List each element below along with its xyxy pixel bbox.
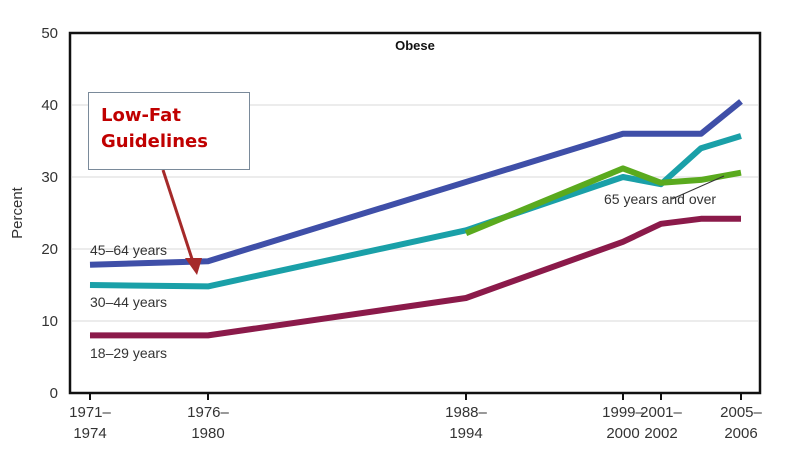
x-tick-label-line1: 1971– xyxy=(69,404,111,421)
series-label: 18–29 years xyxy=(90,345,167,361)
y-tick-label: 20 xyxy=(41,241,58,258)
series-labels: 45–64 years 30–44 years 18–29 years 65 year… xyxy=(90,175,725,361)
y-tick-label: 40 xyxy=(41,97,58,114)
label-leader-line xyxy=(671,175,725,200)
low-fat-guidelines-callout: Low-Fat Guidelines xyxy=(88,92,250,170)
arrow-shaft xyxy=(161,169,195,263)
x-tick-label-line2: 2002 xyxy=(644,425,677,442)
arrow-head xyxy=(185,258,202,275)
x-tick-label-line2: 1974 xyxy=(73,425,106,442)
plot-frame xyxy=(68,31,762,395)
callout-line-2: Guidelines xyxy=(101,131,208,152)
x-tick-label-line1: 1976– xyxy=(187,404,229,421)
callout-text: Low-Fat Guidelines xyxy=(101,103,251,155)
x-tick-label-line2: 2006 xyxy=(724,425,757,442)
y-tick-label: 10 xyxy=(41,313,58,330)
y-tick-label: 0 xyxy=(50,385,58,402)
y-tick-labels: 0 10 20 30 40 50 xyxy=(41,25,58,402)
y-axis-label: Percent xyxy=(9,186,26,239)
x-tick-label-line2: 1980 xyxy=(191,425,224,442)
x-tick-label-line2: 1994 xyxy=(449,425,482,442)
series-line-2 xyxy=(90,215,741,339)
chart-title: Obese xyxy=(395,38,435,53)
x-tick-label-line2: 2000 xyxy=(606,425,639,442)
series-label: 30–44 years xyxy=(90,294,167,310)
y-tick-label: 30 xyxy=(41,169,58,186)
x-tick-label-line1: 1999– xyxy=(602,404,644,421)
x-tick-label-line1: 2001– xyxy=(640,404,682,421)
series-label: 45–64 years xyxy=(90,242,167,258)
x-tick-labels: 1971– 1974 1976– 1980 1988– 1994 1999– 20002001… xyxy=(69,393,763,442)
series-label: 65 years and over xyxy=(604,191,716,207)
x-tick-label-line1: 1988– xyxy=(445,404,487,421)
x-tick-label-line1: 2005– xyxy=(720,404,762,421)
y-tick-label: 50 xyxy=(41,25,58,42)
callout-arrow xyxy=(161,169,202,275)
callout-line-1: Low-Fat xyxy=(101,105,181,126)
